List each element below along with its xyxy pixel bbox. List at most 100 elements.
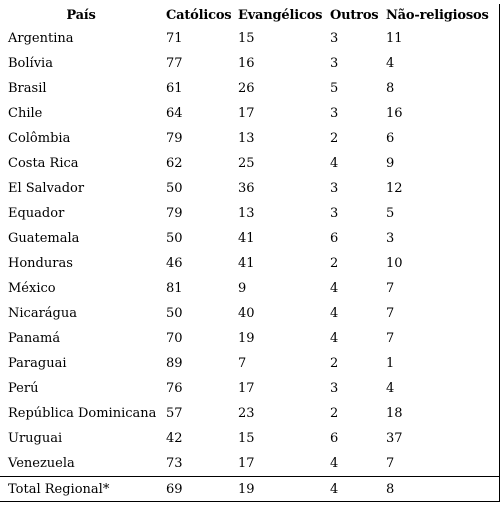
header-others: Outros <box>330 7 379 23</box>
others-cell: 4 <box>330 306 339 321</box>
others-cell: 2 <box>330 256 339 271</box>
table-row: El Salvador 50 36 3 12 <box>0 176 499 201</box>
table-row: Equador 79 13 3 5 <box>0 201 499 226</box>
others-cell: 3 <box>330 106 339 121</box>
evangelicals-cell: 25 <box>238 156 255 171</box>
country-cell: Paraguai <box>8 356 67 371</box>
nonreligious-cell: 1 <box>386 356 395 371</box>
catholics-cell: 70 <box>166 331 183 346</box>
nonreligious-cell: 7 <box>386 306 395 321</box>
catholics-cell: 64 <box>166 106 183 121</box>
others-cell: 4 <box>330 331 339 346</box>
catholics-cell: 50 <box>166 181 183 196</box>
nonreligious-cell: 4 <box>386 381 395 396</box>
nonreligious-cell: 4 <box>386 56 395 71</box>
others-cell: 3 <box>330 31 339 46</box>
nonreligious-cell: 18 <box>386 406 403 421</box>
table-row: Brasil 61 26 5 8 <box>0 76 499 101</box>
table-header-row: País Católicos Evangélicos Outros Não-re… <box>0 4 499 26</box>
nonreligious-cell: 8 <box>386 81 395 96</box>
country-cell: Honduras <box>8 256 73 271</box>
table-row: Guatemala 50 41 6 3 <box>0 226 499 251</box>
country-cell: Colômbia <box>8 131 71 146</box>
others-cell: 3 <box>330 381 339 396</box>
country-cell: Costa Rica <box>8 156 79 171</box>
catholics-cell: 73 <box>166 456 183 471</box>
catholics-cell: 71 <box>166 31 183 46</box>
total-nonreligious-cell: 8 <box>382 476 499 502</box>
header-nonreligious: Não-religiosos <box>386 7 489 23</box>
total-catholics-cell: 69 <box>162 476 234 502</box>
nonreligious-cell: 12 <box>386 181 403 196</box>
nonreligious-cell: 10 <box>386 256 403 271</box>
nonreligious-cell: 6 <box>386 131 395 146</box>
evangelicals-cell: 17 <box>238 106 255 121</box>
evangelicals-cell: 16 <box>238 56 255 71</box>
catholics-cell: 61 <box>166 81 183 96</box>
table-body: Argentina 71 15 3 11 Bolívia 77 16 3 4 Brasil 61 26 5… <box>0 26 499 477</box>
country-cell: Nicarágua <box>8 306 77 321</box>
total-row: Total Regional* 69 19 4 8 <box>0 476 499 502</box>
others-cell: 2 <box>330 131 339 146</box>
evangelicals-cell: 17 <box>238 381 255 396</box>
evangelicals-cell: 13 <box>238 131 255 146</box>
nonreligious-cell: 5 <box>386 206 395 221</box>
country-cell: Uruguai <box>8 431 63 446</box>
country-cell: Guatemala <box>8 231 80 246</box>
evangelicals-cell: 19 <box>238 331 255 346</box>
total-others-cell: 4 <box>326 476 382 502</box>
others-cell: 2 <box>330 356 339 371</box>
nonreligious-cell: 9 <box>386 156 395 171</box>
catholics-cell: 79 <box>166 131 183 146</box>
table-row: Chile 64 17 3 16 <box>0 101 499 126</box>
evangelicals-cell: 15 <box>238 31 255 46</box>
country-cell: Equador <box>8 206 65 221</box>
table-row: Uruguai 42 15 6 37 <box>0 426 499 451</box>
others-cell: 3 <box>330 206 339 221</box>
country-cell: El Salvador <box>8 181 85 196</box>
evangelicals-cell: 41 <box>238 256 255 271</box>
country-cell: Panamá <box>8 331 61 346</box>
table-row: Perú 76 17 3 4 <box>0 376 499 401</box>
catholics-cell: 79 <box>166 206 183 221</box>
evangelicals-cell: 41 <box>238 231 255 246</box>
nonreligious-cell: 7 <box>386 281 395 296</box>
total-country-cell: Total Regional* <box>0 476 162 502</box>
others-cell: 3 <box>330 181 339 196</box>
table-row: República Dominicana 57 23 2 18 <box>0 401 499 426</box>
evangelicals-cell: 9 <box>238 281 247 296</box>
others-cell: 2 <box>330 406 339 421</box>
table-row: Costa Rica 62 25 4 9 <box>0 151 499 176</box>
others-cell: 6 <box>330 431 339 446</box>
evangelicals-cell: 17 <box>238 456 255 471</box>
nonreligious-cell: 7 <box>386 331 395 346</box>
table-row: Colômbia 79 13 2 6 <box>0 126 499 151</box>
others-cell: 6 <box>330 231 339 246</box>
evangelicals-cell: 15 <box>238 431 255 446</box>
header-evangelicals: Evangélicos <box>238 7 323 23</box>
religion-by-country-table: País Católicos Evangélicos Outros Não-re… <box>0 4 500 502</box>
catholics-cell: 57 <box>166 406 183 421</box>
nonreligious-cell: 7 <box>386 456 395 471</box>
others-cell: 3 <box>330 56 339 71</box>
evangelicals-cell: 26 <box>238 81 255 96</box>
country-cell: Bolívia <box>8 56 53 71</box>
table-row: Bolívia 77 16 3 4 <box>0 51 499 76</box>
country-cell: Brasil <box>8 81 47 96</box>
table-row: Paraguai 89 7 2 1 <box>0 351 499 376</box>
catholics-cell: 76 <box>166 381 183 396</box>
evangelicals-cell: 23 <box>238 406 255 421</box>
catholics-cell: 50 <box>166 306 183 321</box>
country-cell: Perú <box>8 381 39 396</box>
nonreligious-cell: 37 <box>386 431 403 446</box>
table-row: Argentina 71 15 3 11 <box>0 26 499 51</box>
total-evangelicals-cell: 19 <box>234 476 326 502</box>
evangelicals-cell: 13 <box>238 206 255 221</box>
nonreligious-cell: 11 <box>386 31 403 46</box>
header-country: País <box>66 7 96 23</box>
table-row: Honduras 46 41 2 10 <box>0 251 499 276</box>
others-cell: 4 <box>330 456 339 471</box>
nonreligious-cell: 16 <box>386 106 403 121</box>
evangelicals-cell: 36 <box>238 181 255 196</box>
catholics-cell: 46 <box>166 256 183 271</box>
